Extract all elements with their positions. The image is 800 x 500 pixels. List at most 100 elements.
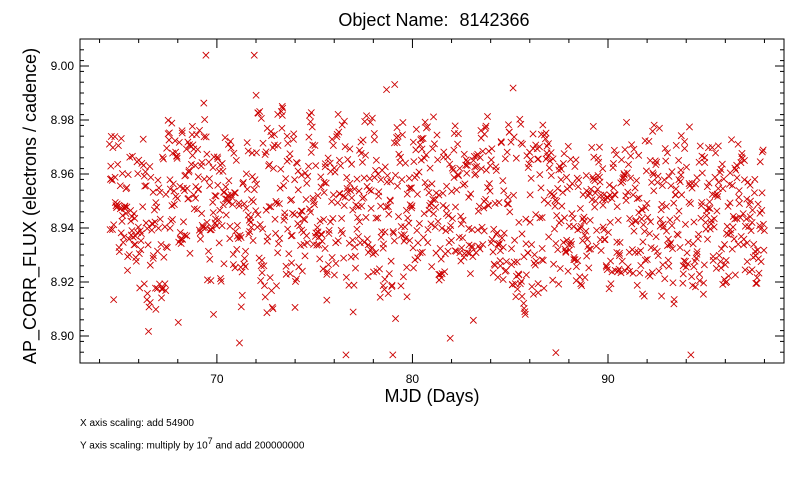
data-point [135, 250, 143, 258]
data-point [323, 296, 331, 304]
data-point [188, 122, 196, 130]
data-point [605, 285, 613, 293]
data-point [176, 229, 184, 237]
data-point [418, 145, 426, 153]
data-point [477, 165, 485, 173]
data-point [672, 141, 680, 149]
data-point [476, 154, 484, 162]
data-point [183, 232, 191, 240]
data-point [643, 199, 651, 207]
y-tick-label: 8.92 [51, 275, 75, 289]
data-point [692, 180, 700, 188]
data-point [591, 189, 599, 197]
data-point [424, 239, 432, 247]
data-point [527, 174, 535, 182]
data-point [281, 209, 289, 217]
data-point [663, 149, 671, 157]
data-point [742, 215, 750, 223]
data-point [161, 280, 169, 288]
data-point [409, 138, 417, 146]
data-point [679, 279, 687, 287]
data-point [387, 257, 395, 265]
data-point [359, 136, 367, 144]
data-points [105, 51, 768, 359]
data-point [123, 184, 131, 192]
data-point [428, 180, 436, 188]
data-point [646, 218, 655, 226]
data-point [444, 247, 452, 255]
data-point [212, 192, 220, 200]
data-point [681, 145, 689, 153]
data-point [667, 239, 675, 247]
data-point [552, 349, 560, 357]
data-point [351, 264, 360, 272]
data-point [545, 233, 553, 241]
data-point [685, 123, 693, 131]
data-point [307, 148, 315, 156]
data-point [386, 197, 394, 205]
data-point [485, 180, 493, 188]
data-point [198, 209, 206, 218]
data-point [661, 275, 669, 283]
data-point [474, 150, 482, 158]
data-point [275, 200, 283, 208]
data-point [557, 176, 565, 184]
data-point [208, 224, 216, 232]
data-point [343, 173, 351, 181]
data-point [659, 220, 667, 228]
data-point [400, 230, 408, 239]
data-point [754, 246, 762, 254]
data-point [240, 254, 249, 262]
data-point [357, 149, 365, 157]
data-point [664, 256, 672, 264]
data-point [131, 214, 139, 222]
data-point [225, 177, 233, 185]
data-point [568, 210, 576, 218]
data-point [252, 149, 261, 157]
data-point [353, 175, 361, 183]
data-point [242, 170, 250, 178]
data-point [236, 231, 244, 239]
data-point [384, 289, 392, 298]
data-point [368, 114, 376, 122]
data-point [448, 215, 456, 223]
data-point [719, 185, 727, 193]
data-point [556, 265, 564, 273]
data-point [252, 207, 260, 215]
data-point [381, 275, 389, 283]
data-point [439, 202, 447, 210]
data-point [263, 309, 271, 317]
data-point [139, 161, 147, 169]
data-point [447, 236, 455, 244]
data-point [545, 164, 553, 172]
data-point [121, 202, 129, 210]
data-point [230, 149, 238, 157]
data-point [333, 133, 341, 141]
y-tick-label: 8.90 [51, 329, 75, 343]
data-point [733, 174, 741, 182]
data-point [307, 109, 315, 117]
data-point [503, 148, 511, 156]
data-point [750, 189, 758, 197]
data-point [392, 315, 400, 323]
data-point [421, 118, 429, 126]
data-point [534, 289, 542, 297]
data-point [370, 130, 378, 138]
data-point [675, 156, 683, 164]
data-point [741, 266, 749, 274]
data-point [201, 116, 209, 124]
data-point [448, 164, 456, 172]
data-point [430, 210, 438, 218]
data-point [164, 116, 172, 124]
data-point [591, 197, 600, 205]
data-point [298, 207, 306, 215]
data-point [409, 264, 418, 272]
data-point [390, 139, 398, 147]
data-point [346, 179, 354, 187]
data-point [748, 266, 756, 274]
data-point [728, 181, 736, 189]
data-point [427, 220, 435, 228]
data-point [743, 258, 751, 266]
data-point [283, 132, 291, 140]
data-point [358, 202, 366, 210]
